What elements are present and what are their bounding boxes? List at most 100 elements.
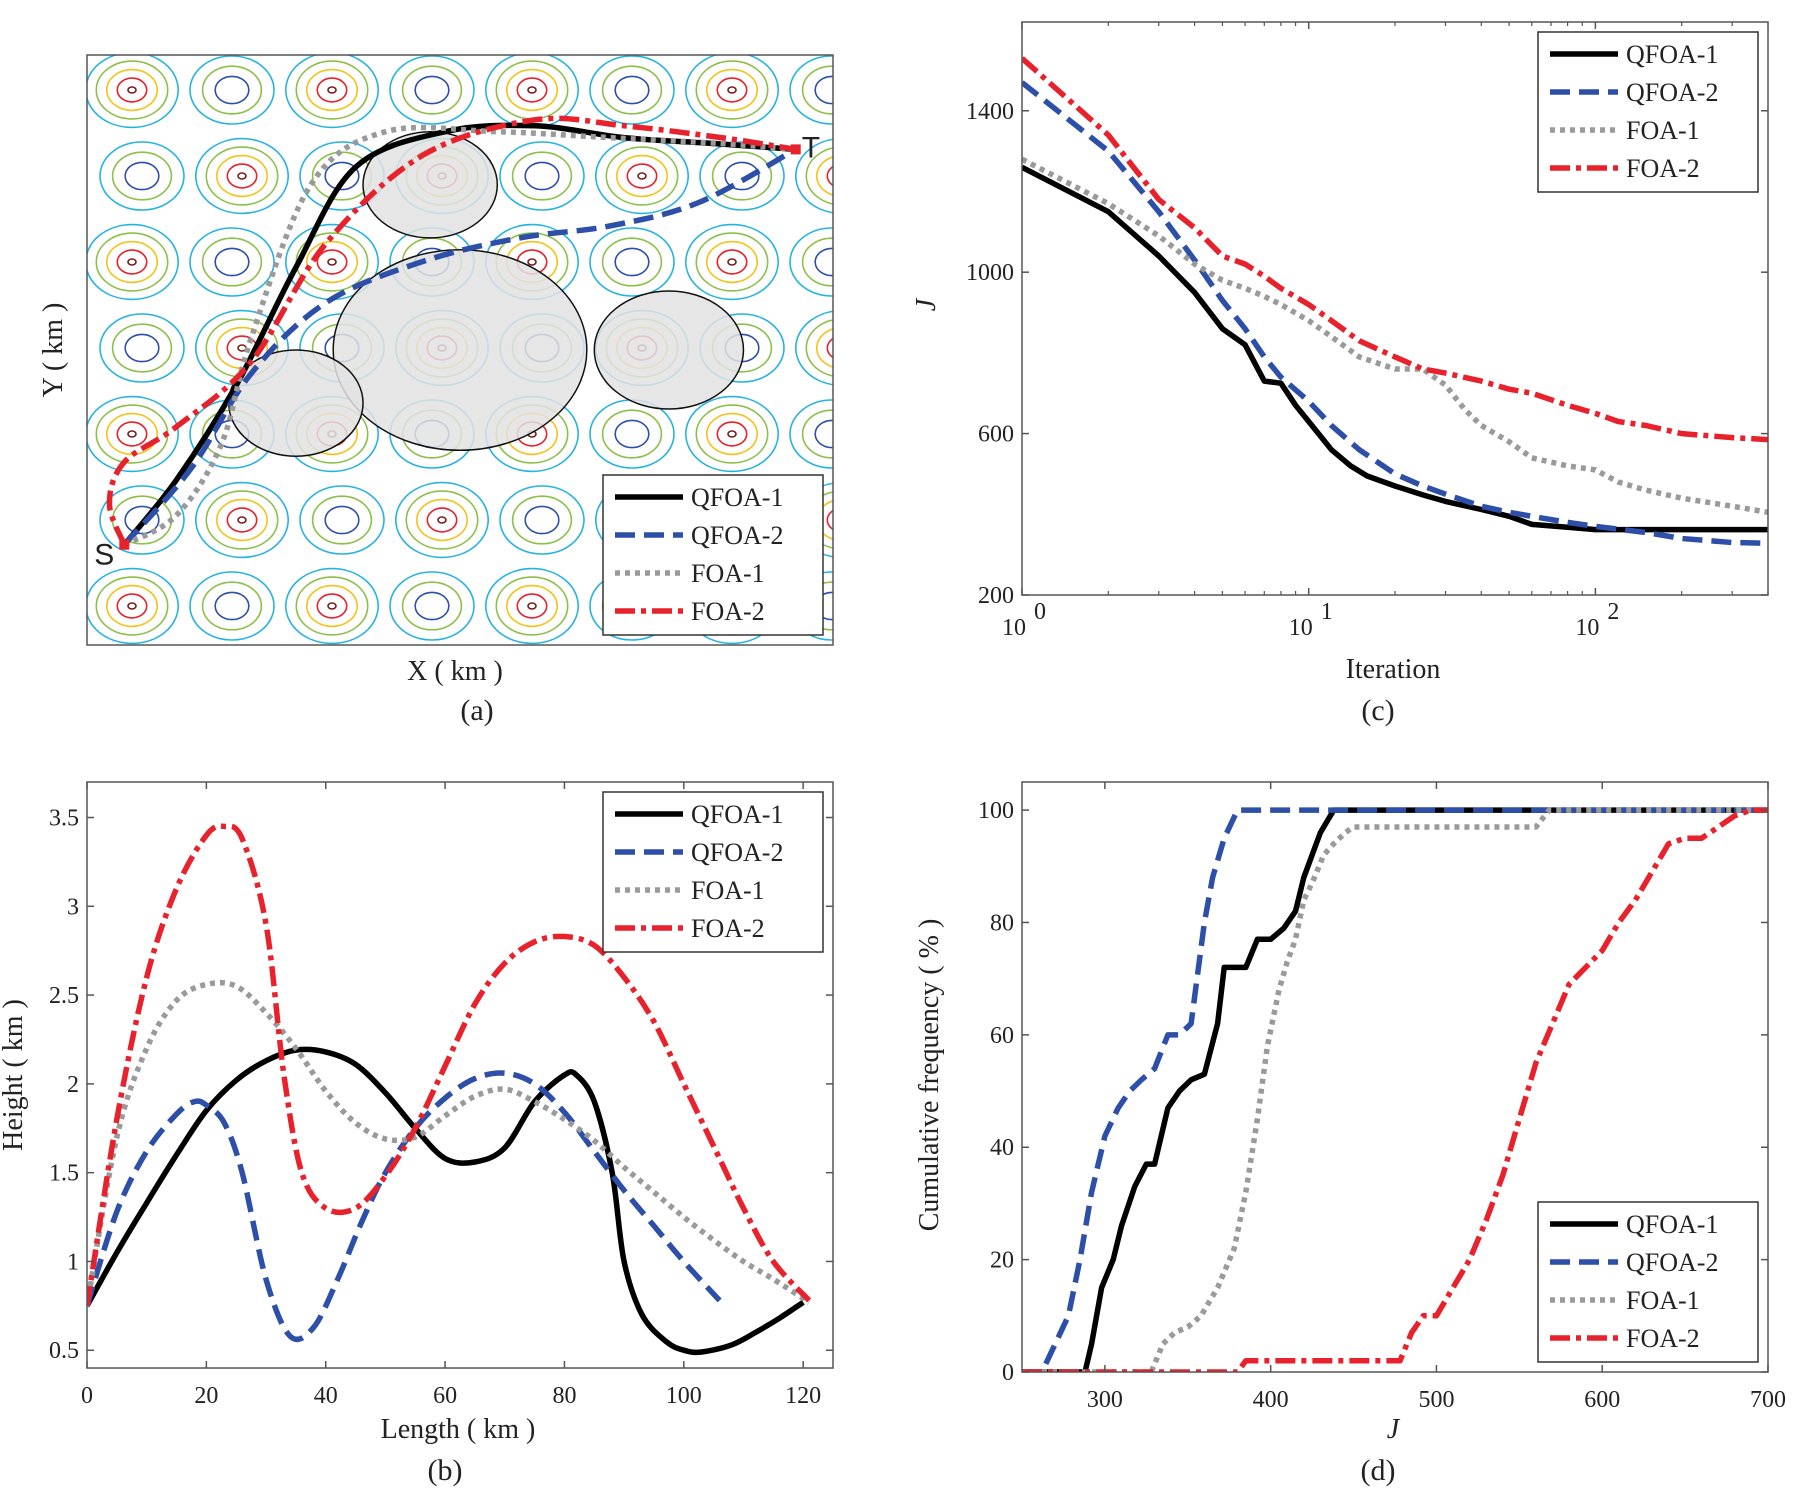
series-line-qfoa-1 bbox=[1022, 164, 1768, 533]
terrain-contour bbox=[816, 328, 833, 368]
terrain-contour bbox=[316, 249, 348, 275]
start-label: S bbox=[94, 539, 114, 572]
terrain-contour bbox=[511, 151, 573, 201]
panel-caption: (a) bbox=[460, 694, 493, 727]
legend-label-foa-2: FOA-2 bbox=[691, 914, 765, 943]
terrain-contour bbox=[87, 55, 179, 129]
terrain-contour bbox=[789, 399, 833, 469]
terrain-contour bbox=[801, 65, 833, 115]
series-line-foa-2 bbox=[87, 823, 812, 1307]
terrain-contour bbox=[405, 490, 479, 550]
terrain-contour bbox=[111, 323, 173, 373]
terrain-contour bbox=[106, 412, 159, 456]
terrain-contour bbox=[789, 227, 833, 297]
x-tick-label: 20 bbox=[194, 1383, 218, 1409]
terrain-contour bbox=[205, 490, 279, 550]
x-axis-label: X ( km ) bbox=[407, 656, 503, 687]
y-tick-label: 0 bbox=[1002, 1360, 1014, 1386]
legend-label-qfoa-2: QFOA-2 bbox=[691, 838, 783, 867]
terrain-contour bbox=[324, 505, 360, 535]
legend-label-qfoa-2: QFOA-2 bbox=[1626, 78, 1718, 107]
terrain-contour bbox=[116, 77, 148, 103]
panel-b: 0 20 40 60 80 100 120 0.5 1 1.5 2 2.5 3 3.5 QFOA-1 QFOA… bbox=[0, 781, 834, 1487]
plot-frame bbox=[86, 54, 834, 646]
x-tick-label: 10 bbox=[1002, 615, 1026, 641]
terrain-peak bbox=[127, 430, 137, 438]
x-tick-label: 10 bbox=[1289, 615, 1313, 641]
terrain-contour bbox=[499, 141, 585, 211]
terrain-contour bbox=[716, 249, 748, 275]
series-line-foa-2 bbox=[1022, 56, 1768, 443]
terrain-contour bbox=[111, 151, 173, 201]
plot-area bbox=[87, 823, 812, 1356]
terrain-contour bbox=[705, 240, 758, 284]
terrain-peak bbox=[327, 602, 337, 610]
terrain-contour bbox=[705, 68, 758, 112]
terrain-contour bbox=[87, 567, 179, 645]
legend-box bbox=[1537, 31, 1759, 193]
x-tick-label: 40 bbox=[314, 1383, 338, 1409]
terrain-peak bbox=[127, 86, 137, 94]
terrain-contour bbox=[414, 75, 450, 105]
terrain-contour bbox=[124, 333, 160, 363]
terrain-contour bbox=[311, 495, 373, 545]
terrain-contour bbox=[505, 68, 558, 112]
terrain-contour bbox=[614, 419, 650, 449]
terrain-contour bbox=[826, 509, 833, 531]
terrain-contour bbox=[116, 421, 148, 447]
x-axis-label: J bbox=[1387, 1414, 1401, 1445]
terrain-contour bbox=[605, 146, 679, 206]
terrain-contour bbox=[614, 75, 650, 105]
terrain-peak bbox=[727, 86, 737, 94]
series-line-qfoa-2 bbox=[87, 1070, 722, 1343]
series-line-foa-1 bbox=[122, 124, 796, 548]
y-tick-label: 2.5 bbox=[49, 983, 79, 1009]
y-tick-label: 80 bbox=[990, 910, 1014, 936]
x-tick-label: 100 bbox=[666, 1383, 702, 1409]
terrain-contour bbox=[826, 165, 833, 187]
terrain-peak bbox=[527, 86, 537, 94]
legend-box bbox=[602, 474, 824, 636]
legend-label-foa-1: FOA-1 bbox=[1626, 1286, 1700, 1315]
y-axis-label: Cumulative frequency ( % ) bbox=[914, 919, 945, 1232]
terrain-contour bbox=[201, 65, 263, 115]
terrain-contour bbox=[684, 395, 779, 473]
terrain-contour bbox=[124, 505, 160, 535]
y-tick-label: 3.5 bbox=[49, 806, 79, 832]
terrain-contour bbox=[394, 481, 489, 559]
terrain-contour bbox=[505, 584, 558, 628]
terrain-contour bbox=[295, 60, 369, 120]
terrain-contour bbox=[814, 419, 833, 449]
x-tick-label: 400 bbox=[1253, 1387, 1289, 1413]
x-tick-label: 80 bbox=[552, 1383, 576, 1409]
x-tick-label: 600 bbox=[1584, 1387, 1620, 1413]
legend-label-qfoa-1: QFOA-1 bbox=[1626, 40, 1718, 69]
y-tick-label: 60 bbox=[990, 1023, 1014, 1049]
x-axis-label: Length ( km ) bbox=[381, 1414, 536, 1445]
panel-caption: (b) bbox=[428, 1454, 463, 1487]
terrain-peak bbox=[237, 516, 247, 524]
terrain-contour bbox=[414, 591, 450, 621]
legend-label-foa-2: FOA-2 bbox=[691, 597, 765, 626]
terrain-contour bbox=[426, 507, 458, 533]
panel-caption: (c) bbox=[1361, 694, 1394, 727]
terrain-contour bbox=[195, 481, 290, 559]
terrain-contour bbox=[816, 156, 833, 196]
panel-a: S T QFOA-1 QFOA-2 FOA-1 FOA-2 X ( km ) Y ( km )… bbox=[38, 54, 834, 727]
terrain-contour bbox=[524, 505, 560, 535]
terrain-contour bbox=[95, 60, 169, 120]
terrain-contour bbox=[99, 313, 185, 383]
terrain-contour bbox=[795, 310, 833, 386]
terrain-contour bbox=[601, 409, 663, 459]
series-line-qfoa-2 bbox=[1022, 807, 1768, 1372]
terrain-peak bbox=[727, 430, 737, 438]
terrain-contour bbox=[116, 249, 148, 275]
terrain-contour bbox=[495, 576, 569, 636]
terrain-contour bbox=[516, 77, 548, 103]
x-tick-label: 500 bbox=[1418, 1387, 1454, 1413]
terrain-contour bbox=[699, 141, 785, 211]
series-line-foa-1 bbox=[1022, 156, 1768, 516]
terrain-contour bbox=[305, 584, 358, 628]
terrain-contour bbox=[814, 247, 833, 277]
